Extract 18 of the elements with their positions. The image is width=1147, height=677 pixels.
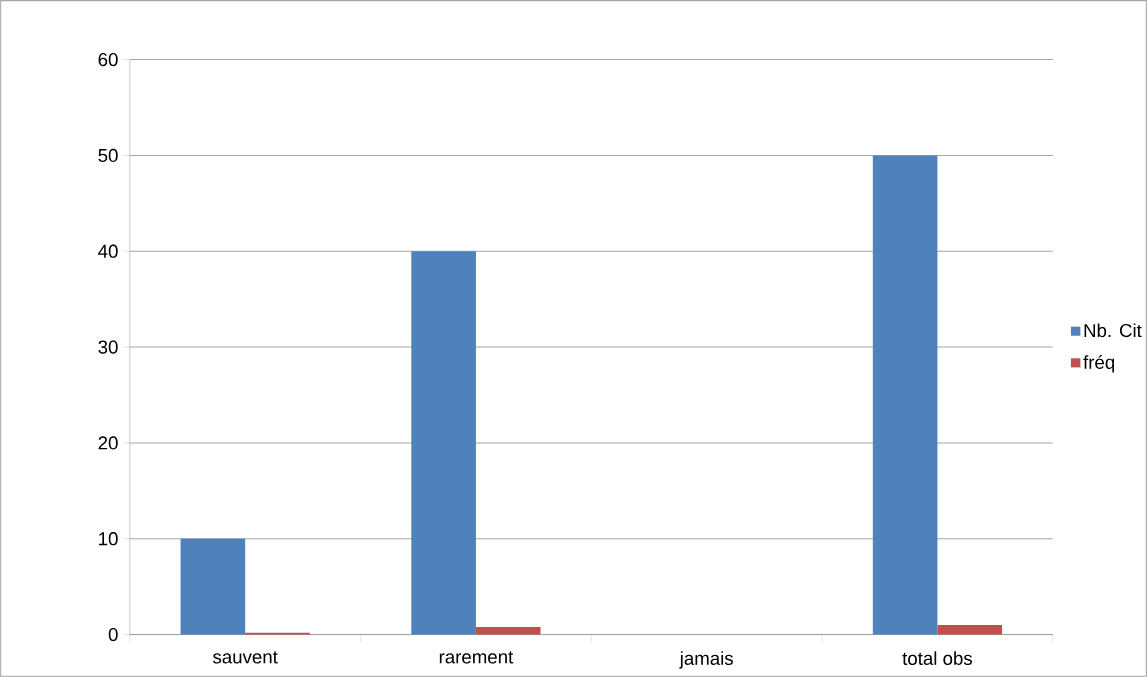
legend-label: fréq — [1083, 354, 1115, 373]
bar — [872, 155, 938, 635]
x-tick-label: rarement — [439, 651, 514, 664]
x-tick-label: jamais — [679, 651, 733, 669]
y-tick-label: 0 — [108, 627, 118, 642]
y-tick-label: 40 — [98, 244, 118, 258]
y-tick-label: 60 — [98, 52, 118, 67]
x-tick-label: sauvent — [213, 651, 278, 664]
bar — [411, 251, 476, 635]
y-tick-label: 20 — [98, 436, 118, 450]
y-tick-label: 30 — [98, 340, 118, 354]
legend-label: Nb. Cit — [1084, 323, 1142, 338]
bar — [937, 625, 1003, 635]
x-tick-label: total obs — [902, 651, 973, 665]
y-tick-label: 10 — [99, 532, 118, 546]
bar — [475, 626, 541, 635]
bar — [180, 538, 246, 635]
y-tick-label: 50 — [98, 148, 118, 163]
